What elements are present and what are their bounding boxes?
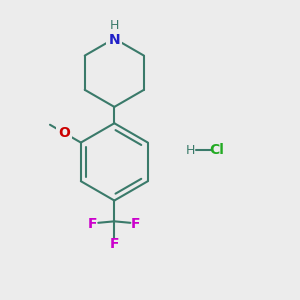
- Text: N: N: [109, 33, 120, 47]
- Text: Cl: Cl: [209, 143, 224, 157]
- Text: O: O: [58, 126, 70, 140]
- Text: H: H: [185, 143, 195, 157]
- Text: F: F: [88, 217, 98, 231]
- Text: H: H: [110, 19, 119, 32]
- Text: F: F: [110, 237, 119, 250]
- Text: F: F: [131, 217, 140, 231]
